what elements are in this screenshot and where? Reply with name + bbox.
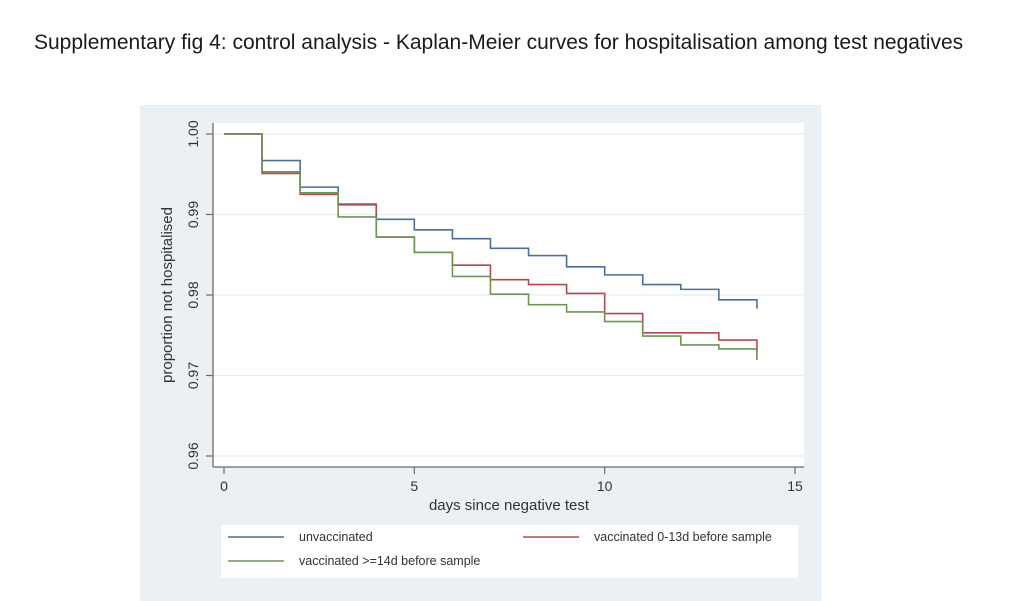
legend-box xyxy=(221,525,798,578)
figure-caption: Supplementary fig 4: control analysis - … xyxy=(34,31,964,54)
series-line-2 xyxy=(224,133,758,361)
y-tick-label: 1.00 xyxy=(185,120,201,147)
x-tick-label: 15 xyxy=(787,478,803,494)
x-tick-label: 10 xyxy=(597,478,613,494)
legend-label: unvaccinated xyxy=(299,530,373,544)
y-axis-title: proportion not hospitalised xyxy=(159,207,176,383)
series-lines xyxy=(224,133,758,361)
legend-label: vaccinated >=14d before sample xyxy=(299,554,480,568)
y-tick-label: 0.99 xyxy=(185,201,201,228)
y-ticks: 0.96 0.97 0.98 0.99 1.00 xyxy=(185,120,213,470)
y-tick-label: 0.97 xyxy=(185,362,201,389)
x-tick-label: 5 xyxy=(410,478,418,494)
legend: unvaccinated vaccinated 0-13d before samp… xyxy=(228,530,772,568)
x-tick-label: 0 xyxy=(220,478,228,494)
x-ticks: 0 5 10 15 xyxy=(220,467,803,494)
x-axis-title: days since negative test xyxy=(429,497,590,514)
gridlines xyxy=(214,133,804,457)
y-tick-label: 0.96 xyxy=(185,442,201,469)
series-line-0 xyxy=(224,133,758,309)
legend-label: vaccinated 0-13d before sample xyxy=(594,530,772,544)
y-tick-label: 0.98 xyxy=(185,281,201,308)
